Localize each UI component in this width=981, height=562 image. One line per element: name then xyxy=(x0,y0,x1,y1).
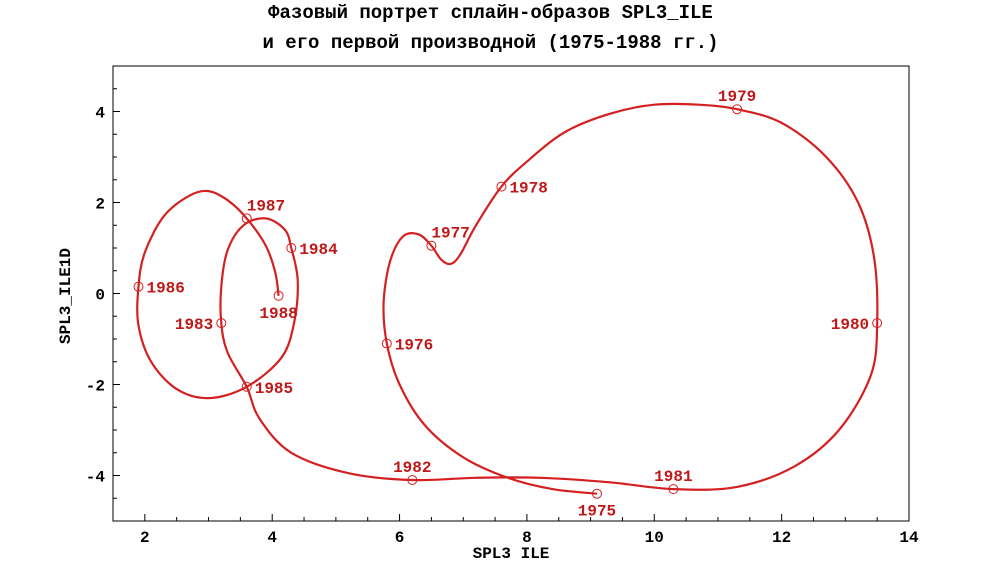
year-marker-1988 xyxy=(273,290,284,301)
year-label-1980: 1980 xyxy=(831,316,869,334)
year-label-1987: 1987 xyxy=(247,197,285,215)
y-tick-label: 0 xyxy=(95,287,105,305)
year-label-1988: 1988 xyxy=(259,305,297,323)
x-axis-label: SPL3 ILE xyxy=(473,545,550,562)
x-tick-label: 2 xyxy=(140,529,150,547)
chart-title-line-1: Фазовый портрет сплайн-образов SPL3_ILE xyxy=(268,2,713,24)
x-tick-label: 6 xyxy=(395,529,405,547)
year-marker-1977 xyxy=(426,240,437,251)
year-label-1978: 1978 xyxy=(509,180,547,198)
year-marker-1987 xyxy=(241,213,252,224)
year-marker-1975 xyxy=(591,488,602,499)
y-tick-label: -2 xyxy=(86,378,105,396)
year-label-1986: 1986 xyxy=(146,280,184,298)
y-tick-label: 4 xyxy=(95,105,105,123)
year-marker-1981 xyxy=(668,484,679,495)
year-marker-1986 xyxy=(133,281,144,292)
year-label-1982: 1982 xyxy=(393,459,431,477)
series-layer: 1975 1976 1977 1978 1979 1980 1981 1982 1983 1984… xyxy=(133,88,883,521)
x-tick-label: 14 xyxy=(899,529,919,547)
year-marker-1983 xyxy=(216,318,227,329)
year-label-1983: 1983 xyxy=(175,316,213,334)
year-marker-1984 xyxy=(286,243,297,253)
year-label-1975: 1975 xyxy=(578,503,616,521)
y-tick-label: -4 xyxy=(86,469,106,487)
year-marker-1976 xyxy=(381,338,392,349)
year-label-1976: 1976 xyxy=(395,337,433,355)
year-label-1977: 1977 xyxy=(431,225,469,243)
chart-title-line-2: и его первой производной (1975-1988 гг.) xyxy=(262,32,719,54)
year-marker-1982 xyxy=(407,475,418,486)
x-tick-label: 4 xyxy=(267,529,277,547)
x-tick-label: 8 xyxy=(522,529,532,547)
year-marker-1985 xyxy=(241,381,252,392)
year-marker-1979 xyxy=(732,104,743,115)
y-tick-label: 2 xyxy=(95,196,105,214)
x-tick-label: 10 xyxy=(645,529,664,547)
year-marker-1978 xyxy=(496,181,507,192)
year-label-1985: 1985 xyxy=(255,380,293,398)
axes: 2 4 6 8 10 12 14 -4 -2 0 2 4 xyxy=(86,65,919,547)
year-label-1981: 1981 xyxy=(654,468,692,486)
phase-trajectory-line xyxy=(136,102,879,495)
year-marker-1980 xyxy=(872,318,883,329)
plot-area-frame xyxy=(112,65,910,522)
x-tick-label: 12 xyxy=(772,529,791,547)
y-axis-label: SPL3_ILE1D xyxy=(57,248,75,344)
year-label-1984: 1984 xyxy=(299,241,338,259)
year-label-1979: 1979 xyxy=(718,88,756,106)
